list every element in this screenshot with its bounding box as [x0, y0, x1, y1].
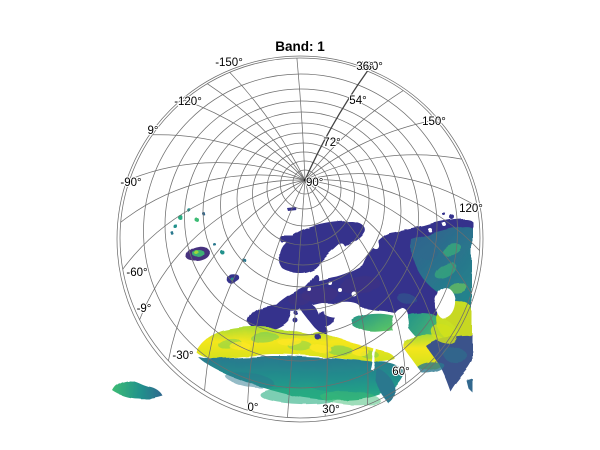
meridian-line-0: [247, 179, 306, 411]
data-dot: [174, 225, 178, 229]
meridian-label--150: -150°: [215, 57, 243, 69]
data-speckle: [422, 250, 438, 260]
data-speckle: [443, 346, 467, 364]
pole-marker: [303, 178, 307, 182]
region-sahel: [197, 356, 404, 401]
meridian-label--120: -120°: [174, 96, 202, 108]
meridian-line-165: [304, 90, 404, 181]
water-aral-region: [434, 288, 456, 318]
parallel-label-54: 54°: [349, 95, 366, 107]
meridian-line--135: [207, 83, 306, 181]
region-scandinavia: [279, 221, 365, 273]
meridian-label-60: 60°: [392, 366, 409, 378]
meridian-line-180: [304, 70, 368, 181]
meridian-label-30: 30°: [322, 404, 339, 416]
parallel-label-90: 90°: [306, 177, 323, 189]
parallel-circle: [220, 122, 385, 288]
parallel-circle: [184, 100, 419, 336]
water-lake-ladoga: [349, 255, 355, 261]
data-speckle: [194, 250, 198, 254]
data-dot: [220, 250, 224, 254]
data-speckle: [278, 337, 302, 347]
meridian-line--45: [139, 179, 306, 320]
meridian-label-120: 120°: [459, 203, 483, 215]
meridian-label--30: -30°: [172, 350, 193, 362]
water-gulf-of-bothnia: [315, 244, 345, 273]
data-dot: [196, 219, 200, 223]
parallel-label--9: -9°: [137, 303, 152, 315]
meridian-line--30: [168, 179, 306, 361]
meridian-line-135: [304, 154, 462, 181]
meridian-label-0: 0°: [248, 402, 259, 414]
meridian-label-150: 150°: [422, 116, 446, 128]
region-iberia: [248, 304, 291, 330]
region-se-asia-tip: [466, 378, 472, 392]
data-speckle: [327, 344, 353, 356]
parallel-circle: [119, 57, 481, 419]
meridian-line--60: [122, 179, 306, 270]
meridian-line-105: [304, 179, 480, 251]
parallel-circle: [116, 55, 484, 423]
graticule-labels-layer: -150° -120° -90° -60° -30° 0° 30° 60° 120° 150° 18…: [119, 56, 484, 417]
meridian-line--15: [204, 179, 306, 391]
meridian-line-60: [304, 179, 407, 384]
graticule-meridians: [120, 57, 480, 418]
satellite-data-layer: [113, 206, 472, 406]
data-dot: [442, 212, 446, 216]
meridian-line--90: [129, 162, 306, 181]
water-cloud-dot: [428, 228, 432, 232]
data-speckle: [192, 249, 204, 257]
region-norwegian-sea-streak: [279, 236, 315, 242]
graticule-parallels: [116, 55, 484, 423]
meridian-line--75: [120, 174, 306, 223]
data-speckle: [434, 262, 456, 278]
water-adriatic-sea: [328, 308, 346, 325]
data-speckle: [260, 387, 340, 405]
region-italy: [299, 303, 327, 334]
meridian-label-180: 180°: [359, 61, 383, 73]
parallel-circle: [143, 73, 458, 389]
data-speckle: [340, 275, 380, 295]
data-speckle: [251, 332, 279, 344]
data-speckle: [288, 294, 312, 306]
data-dot: [294, 311, 298, 315]
region-anatolia: [352, 313, 404, 333]
meridian-line-30: [304, 179, 328, 417]
data-speckle: [449, 282, 467, 294]
meridian-line--150: [229, 72, 306, 181]
water-nile-gap: [370, 345, 378, 371]
meridian-line-45: [304, 179, 369, 405]
water-cloud-dot: [308, 288, 312, 292]
meridian-line-120: [304, 173, 478, 208]
water-red-sea: [391, 336, 421, 375]
data-dot: [212, 242, 216, 246]
parallel-label-72: 72°: [323, 137, 340, 149]
data-speckle: [310, 343, 330, 353]
region-south-america-edge: [113, 381, 163, 400]
meridian-line--105: [152, 134, 306, 181]
water-cloud-dot: [338, 288, 342, 292]
water-cloud-dot: [443, 223, 447, 227]
data-dot: [449, 214, 455, 220]
meridian-line-15: [287, 179, 306, 418]
meridian-label--60: -60°: [126, 267, 147, 279]
meridian-line-90: [304, 179, 472, 294]
water-caspian-sea: [391, 308, 409, 334]
parallel-label-9: 9°: [148, 125, 159, 137]
meridian-label--90: -90°: [120, 177, 141, 189]
meridian-line-150: [304, 119, 436, 181]
figure-title: Band: 1: [275, 39, 325, 54]
region-svalbard: [286, 206, 296, 210]
data-speckle: [320, 390, 380, 406]
data-dot: [179, 216, 185, 222]
parallel-circle: [202, 111, 402, 311]
data-dot: [170, 231, 174, 235]
parallel-label-36: 36°: [356, 61, 373, 73]
meridian-line--120: [184, 99, 306, 181]
meridian-line-75: [304, 179, 441, 352]
parallel-circle: [164, 88, 438, 362]
